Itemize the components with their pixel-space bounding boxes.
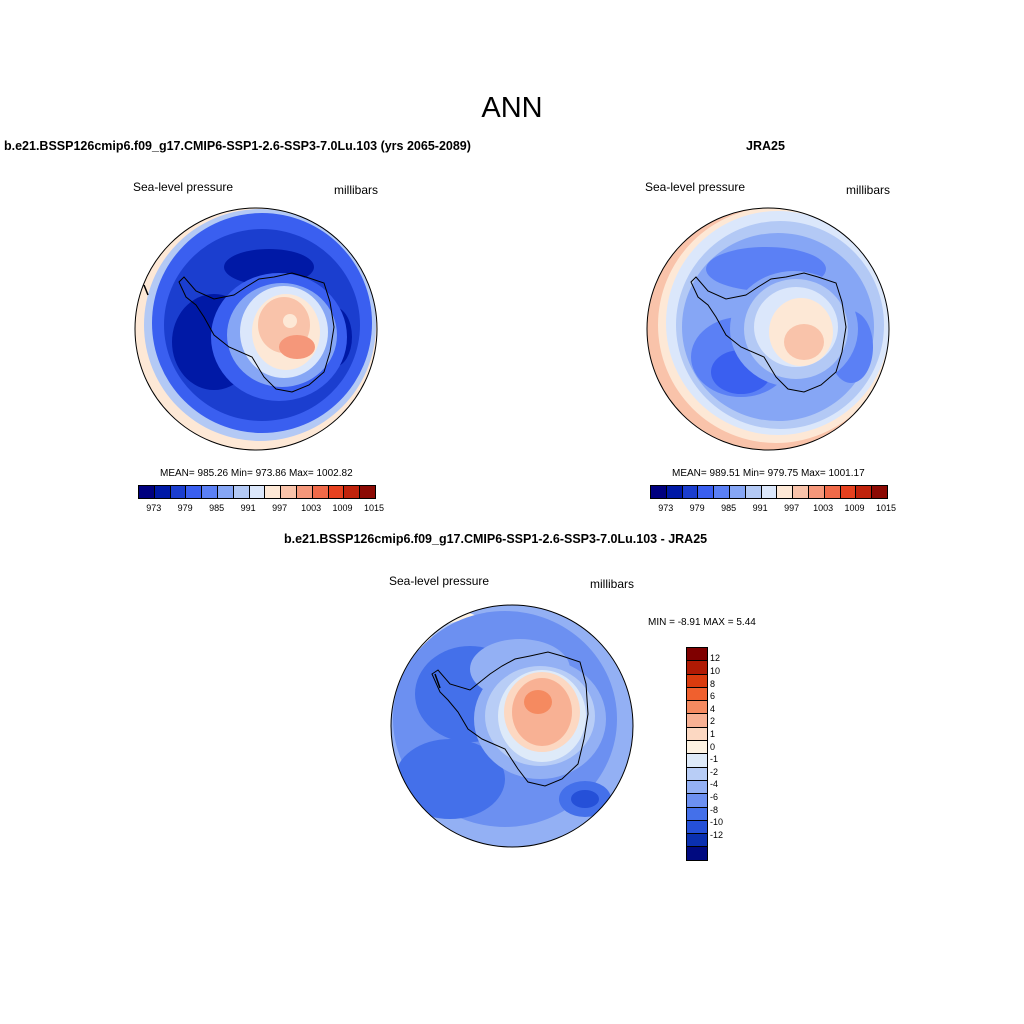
colorbar-swatch — [665, 486, 682, 498]
colorbar-swatch — [651, 486, 666, 498]
colorbar-swatch — [311, 486, 328, 498]
colorbar-swatch — [839, 486, 856, 498]
colorbar-tick-label: -8 — [710, 804, 719, 815]
colorbar-tick-label: 0 — [710, 741, 716, 752]
colorbar-swatch — [687, 740, 707, 754]
colorbar-swatch — [687, 819, 707, 834]
colorbar-swatch — [232, 486, 249, 498]
colorbar-swatch — [728, 486, 745, 498]
colorbar-swatch — [687, 660, 707, 674]
colorbar-swatch — [687, 726, 707, 741]
colorbar-swatch — [687, 766, 707, 780]
panel-1-colorbar-ticks: 973 979 985 991 997 1003 1009 1015 — [138, 503, 384, 515]
colorbar-swatch — [295, 486, 312, 498]
colorbar-swatch — [264, 486, 281, 498]
colorbar-tick-label: 1009 — [332, 503, 353, 513]
main-title: ANN — [481, 92, 543, 124]
colorbar-tick-label: 979 — [689, 503, 705, 513]
colorbar-tick-label: -6 — [710, 791, 719, 802]
colorbar-swatch — [201, 486, 217, 498]
panel-2-units-label: millibars — [846, 183, 891, 197]
colorbar-swatch — [185, 486, 202, 498]
colorbar-tick-label: 1015 — [364, 503, 385, 513]
panel-2-map — [646, 207, 890, 451]
panel-3-colorbar — [686, 647, 708, 861]
panel-2-variable-label: Sea-level pressure — [645, 180, 746, 194]
panel-1-units-label: millibars — [334, 183, 379, 197]
panel-1-colorbar — [138, 485, 376, 499]
colorbar-tick-label: -2 — [710, 766, 719, 777]
panel-3-title: b.e21.BSSP126cmip6.f09_g17.CMIP6-SSP1-2.… — [284, 532, 708, 546]
colorbar-swatch — [687, 673, 707, 687]
panel-3-units-label: millibars — [590, 577, 635, 591]
colorbar-swatch — [169, 486, 186, 498]
colorbar-swatch — [697, 486, 714, 498]
colorbar-swatch — [687, 846, 707, 860]
colorbar-swatch — [687, 793, 707, 807]
colorbar-tick-label: 2 — [710, 716, 716, 727]
colorbar-swatch — [687, 806, 707, 820]
panel-1-variable-label: Sea-level pressure — [133, 180, 234, 194]
colorbar-tick-label: 979 — [177, 503, 193, 513]
colorbar-swatch — [823, 486, 840, 498]
colorbar-swatch — [687, 779, 707, 794]
colorbar-tick-label: 973 — [658, 503, 674, 513]
colorbar-tick-label: -4 — [710, 779, 719, 790]
colorbar-swatch — [343, 486, 360, 498]
colorbar-swatch — [687, 686, 707, 701]
colorbar-tick-label: 997 — [784, 503, 800, 513]
colorbar-tick-label: 991 — [752, 503, 768, 513]
colorbar-tick-label: 1015 — [876, 503, 897, 513]
panel-2-stats: MEAN= 989.51 Min= 979.75 Max= 1001.17 — [672, 468, 865, 479]
colorbar-tick-label: -1 — [710, 754, 719, 765]
panel-3-colorbar-ticks: 12 10 8 6 4 2 1 0 -1 -2 -4 -6 -8 -10 -12 — [710, 647, 740, 847]
panel-1-stats: MEAN= 985.26 Min= 973.86 Max= 1002.82 — [160, 468, 353, 479]
colorbar-swatch — [792, 486, 808, 498]
panel-1-title: b.e21.BSSP126cmip6.f09_g17.CMIP6-SSP1-2.… — [4, 139, 471, 153]
colorbar-tick-label: 8 — [710, 678, 716, 689]
colorbar-tick-label: -10 — [710, 817, 724, 828]
colorbar-swatch — [359, 486, 375, 498]
colorbar-swatch — [248, 486, 265, 498]
colorbar-swatch — [139, 486, 154, 498]
panel-3-map — [390, 604, 634, 848]
colorbar-swatch — [687, 753, 707, 767]
panel-3-stats: MIN = -8.91 MAX = 5.44 — [648, 617, 756, 628]
colorbar-swatch — [280, 486, 296, 498]
colorbar-tick-label: 997 — [272, 503, 288, 513]
colorbar-swatch — [153, 486, 170, 498]
colorbar-tick-label: 6 — [710, 691, 716, 702]
colorbar-swatch — [760, 486, 777, 498]
colorbar-tick-label: 985 — [209, 503, 225, 513]
panel-3-variable-label: Sea-level pressure — [389, 574, 490, 588]
colorbar-swatch — [687, 648, 707, 661]
panel-2-colorbar-ticks: 973 979 985 991 997 1003 1009 1015 — [650, 503, 896, 515]
colorbar-tick-label: 10 — [710, 665, 721, 676]
colorbar-swatch — [807, 486, 824, 498]
colorbar-tick-label: 985 — [721, 503, 737, 513]
colorbar-swatch — [327, 486, 344, 498]
colorbar-tick-label: 1003 — [813, 503, 834, 513]
colorbar-swatch — [744, 486, 761, 498]
colorbar-swatch — [681, 486, 698, 498]
colorbar-swatch — [687, 713, 707, 727]
colorbar-tick-label: 1 — [710, 728, 716, 739]
panel-1-map — [134, 207, 378, 451]
colorbar-tick-label: 973 — [146, 503, 162, 513]
colorbar-tick-label: 4 — [710, 703, 716, 714]
colorbar-swatch — [216, 486, 233, 498]
colorbar-tick-label: 12 — [710, 653, 721, 664]
colorbar-swatch — [687, 833, 707, 847]
colorbar-tick-label: 991 — [240, 503, 256, 513]
panel-2-colorbar — [650, 485, 888, 499]
colorbar-tick-label: -12 — [710, 829, 724, 840]
colorbar-swatch — [871, 486, 887, 498]
colorbar-swatch — [855, 486, 872, 498]
colorbar-tick-label: 1003 — [301, 503, 322, 513]
colorbar-swatch — [776, 486, 793, 498]
colorbar-tick-label: 1009 — [844, 503, 865, 513]
colorbar-swatch — [713, 486, 729, 498]
colorbar-swatch — [687, 700, 707, 714]
panel-2-title: JRA25 — [746, 139, 785, 153]
